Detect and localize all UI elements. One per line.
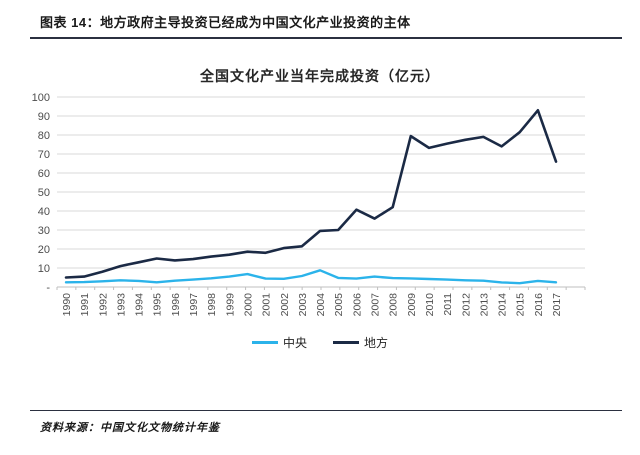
x-tick-label: 2015 — [515, 293, 527, 317]
x-tick-label: 1992 — [97, 293, 109, 317]
y-tick-label: 90 — [38, 111, 50, 123]
y-tick-label: 100 — [32, 92, 50, 104]
x-tick-label: 1995 — [152, 293, 164, 317]
legend-swatch-central — [251, 341, 278, 344]
x-tick-label: 2005 — [333, 293, 345, 317]
source-note: 资料来源：中国文化文物统计年鉴 — [40, 422, 220, 434]
x-tick-label: 2012 — [460, 293, 472, 317]
x-tick-label: 2001 — [261, 293, 273, 317]
legend-item-central: 中央 — [251, 334, 307, 351]
y-tick-label: 30 — [38, 225, 50, 237]
x-tick-label: 2008 — [388, 293, 400, 317]
y-tick-label: - — [46, 282, 50, 294]
header-rule — [30, 37, 622, 39]
y-tick-label: 40 — [38, 206, 50, 218]
x-tick-label: 2017 — [551, 293, 563, 317]
source-rule — [30, 410, 622, 411]
x-tick-label: 1990 — [61, 293, 73, 317]
x-tick-label: 2007 — [370, 293, 382, 317]
legend-swatch-local — [333, 341, 359, 344]
y-tick-label: 20 — [38, 244, 50, 256]
x-tick-label: 2000 — [242, 293, 254, 317]
line-chart: - 10 20 30 40 50 60 70 80 90 100 1990 1991 1992 1993 19… — [32, 92, 586, 317]
x-tick-label: 1994 — [134, 293, 146, 317]
x-tick-label: 2013 — [478, 293, 490, 317]
y-tick-label: 50 — [38, 187, 50, 199]
figure-header-title: 图表 14：地方政府主导投资已经成为中国文化产业投资的主体 — [40, 15, 411, 30]
x-tick-label: 2011 — [442, 293, 454, 316]
x-tick-label: 1996 — [170, 293, 182, 317]
chart-legend: 中央 地方 — [0, 334, 640, 351]
series-line-local — [64, 108, 558, 279]
legend-label-central: 中央 — [282, 336, 307, 350]
x-tick-label: 2014 — [497, 293, 509, 317]
y-tick-label: 10 — [38, 263, 50, 275]
x-tick-label: 2006 — [351, 293, 363, 317]
x-tick-label: 1999 — [224, 293, 236, 317]
x-tick-label: 2009 — [406, 293, 418, 317]
x-tick-label: 1998 — [206, 293, 218, 317]
x-tick-label: 2004 — [315, 293, 327, 317]
legend-label-local: 地方 — [364, 336, 389, 350]
y-tick-label: 70 — [38, 149, 50, 161]
x-tick-label: 1997 — [188, 293, 200, 317]
y-tick-label: 80 — [38, 130, 50, 142]
chart-title: 全国文化产业当年完成投资（亿元） — [200, 68, 440, 84]
x-tick-label: 2002 — [279, 293, 291, 317]
y-tick-label: 60 — [38, 168, 50, 180]
x-tick-label: 1991 — [79, 293, 91, 317]
series-line-central — [64, 269, 558, 285]
x-tick-label: 2003 — [297, 293, 309, 317]
legend-item-local: 地方 — [333, 334, 388, 351]
x-tick-label: 2016 — [533, 293, 545, 317]
x-tick-label: 2010 — [424, 293, 436, 317]
x-tick-label: 1993 — [115, 293, 127, 317]
